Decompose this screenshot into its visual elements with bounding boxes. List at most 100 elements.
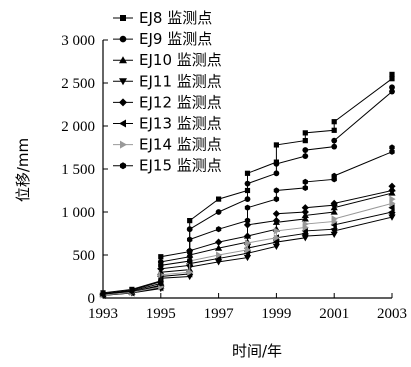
data-point (216, 251, 223, 259)
y-tick-label: 500 (73, 248, 96, 264)
legend-entry: EJ13 监测点 (113, 115, 222, 133)
legend-label: EJ13 监测点 (139, 115, 222, 133)
data-point (330, 221, 337, 229)
x-tick-label: 2003 (377, 306, 407, 322)
legend-entry: EJ11 监测点 (113, 72, 222, 90)
data-point (129, 288, 135, 295)
data-point (158, 254, 164, 260)
data-point (302, 153, 309, 160)
data-point (120, 140, 127, 149)
data-point (119, 98, 127, 107)
data-point (273, 196, 280, 203)
data-point (244, 239, 252, 247)
data-point (273, 142, 279, 148)
data-point (187, 257, 193, 265)
data-point (302, 138, 308, 144)
data-point (216, 196, 222, 202)
legend-entry: EJ9 监测点 (113, 30, 212, 48)
data-point (272, 210, 280, 218)
data-point (331, 137, 338, 144)
data-point (331, 172, 337, 179)
data-point (330, 199, 338, 207)
data-point (273, 234, 280, 242)
data-point (331, 127, 337, 133)
legend-entry: EJ14 监测点 (113, 136, 222, 154)
data-point (158, 280, 164, 287)
data-point (215, 244, 223, 251)
data-point (244, 180, 251, 187)
data-point (389, 195, 396, 203)
data-point (330, 231, 338, 238)
data-point (119, 35, 127, 43)
data-point (119, 162, 127, 170)
data-point (273, 227, 280, 235)
data-point (100, 291, 106, 298)
data-point (302, 178, 308, 185)
data-point (389, 144, 395, 151)
data-point (273, 170, 280, 177)
legend-entry: EJ15 监测点 (113, 157, 222, 175)
data-point (302, 147, 309, 153)
y-axis-title: 位移/mm (14, 138, 32, 202)
x-tick-label: 2001 (319, 306, 349, 322)
data-point (187, 218, 193, 224)
data-point (273, 187, 280, 194)
legend-label: EJ11 监测点 (139, 72, 222, 90)
data-point (331, 215, 338, 223)
data-point (301, 204, 309, 212)
data-point (244, 204, 251, 211)
data-point (272, 217, 280, 225)
plot-area (99, 71, 396, 300)
legend-entry: EJ8 监测点 (113, 9, 212, 27)
data-point (388, 186, 396, 195)
data-point (302, 130, 308, 136)
data-point (389, 148, 395, 155)
legend-label: EJ9 监测点 (139, 30, 212, 48)
data-point (389, 88, 395, 95)
data-point (301, 208, 309, 216)
legend: EJ8 监测点 EJ9 监测点 EJ10 监测点 EJ11 监测点 EJ12 监测点 EJ… (113, 9, 222, 175)
y-tick-label: 2 000 (61, 119, 95, 135)
data-point (301, 215, 309, 222)
legend-label: EJ12 监测点 (139, 93, 222, 111)
data-point (243, 249, 251, 257)
data-point (273, 160, 280, 167)
data-point (187, 268, 194, 276)
data-point (331, 119, 337, 125)
data-point (186, 226, 193, 233)
data-point (330, 208, 338, 215)
data-point (388, 204, 395, 212)
data-point (119, 56, 127, 64)
data-point (244, 246, 252, 254)
data-point (331, 143, 338, 150)
y-tick-label: 0 (88, 291, 96, 307)
legend-entry: EJ10 监测点 (113, 51, 222, 69)
data-point (302, 220, 309, 228)
y-tick-label: 1 000 (61, 205, 95, 221)
legend-entry: EJ12 监测点 (113, 93, 222, 111)
x-tick-label: 1997 (204, 306, 235, 322)
data-point (244, 217, 251, 224)
data-point (388, 182, 396, 190)
data-point (187, 236, 193, 243)
data-point (158, 262, 164, 269)
data-point (302, 184, 308, 192)
y-tick-label: 3 000 (61, 33, 95, 49)
y-tick-label: 1 500 (61, 162, 95, 178)
data-point (215, 209, 222, 215)
data-point (244, 170, 251, 176)
data-point (272, 243, 280, 250)
data-point (119, 78, 127, 86)
series-group (100, 144, 395, 298)
legend-label: EJ14 监测点 (139, 136, 222, 154)
data-point (243, 221, 252, 229)
x-axis-title: 时间/年 (232, 342, 282, 360)
data-point (215, 254, 222, 263)
legend-label: EJ8 监测点 (139, 9, 212, 27)
data-point (389, 71, 395, 77)
data-point (215, 238, 223, 246)
data-point (389, 84, 395, 91)
x-tick-label: 1999 (261, 306, 291, 322)
x-tick-label: 1995 (146, 306, 176, 322)
